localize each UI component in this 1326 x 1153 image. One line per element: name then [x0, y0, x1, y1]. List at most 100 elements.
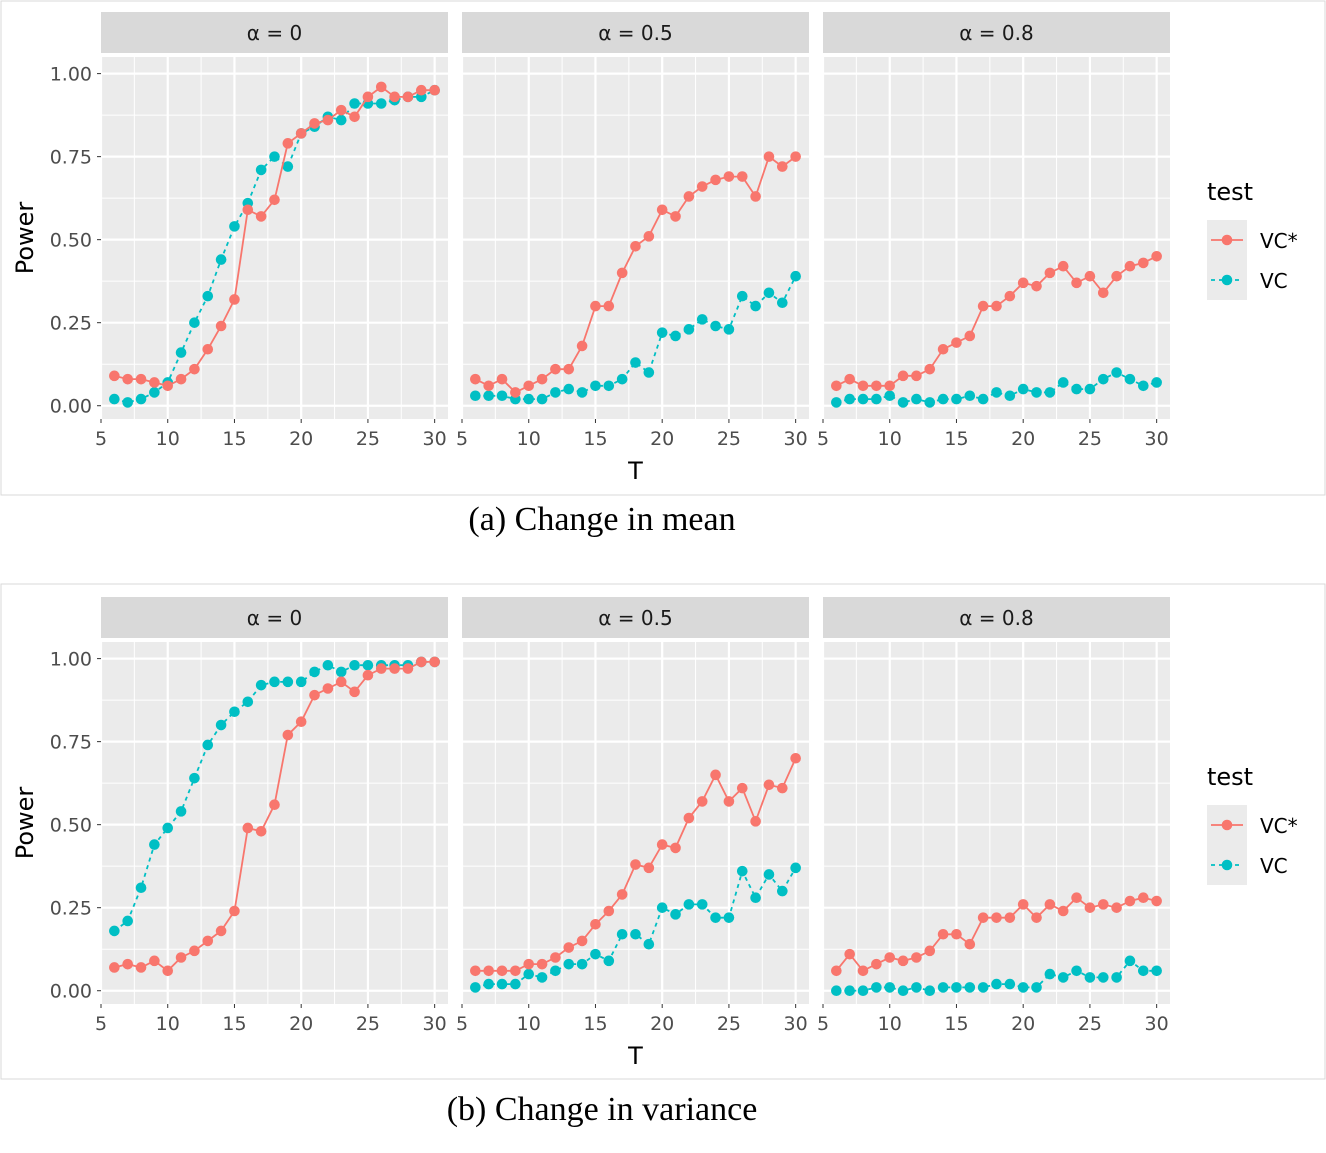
data-point	[723, 324, 735, 335]
data-point	[335, 114, 347, 126]
data-point	[683, 899, 695, 910]
facet-panel: α = 0.5 5 10 15 20 25 30	[456, 12, 809, 450]
data-point	[924, 397, 936, 408]
data-point	[630, 859, 641, 870]
x-tick-label: 15	[944, 428, 968, 450]
data-point	[242, 204, 254, 216]
data-point	[349, 98, 360, 109]
x-tick-label: 5	[817, 1013, 829, 1035]
data-point	[349, 686, 360, 698]
x-tick-label: 5	[817, 428, 829, 450]
data-point	[269, 151, 280, 162]
data-point	[242, 822, 254, 834]
data-point	[897, 370, 909, 382]
data-point	[696, 796, 708, 807]
data-point	[696, 899, 708, 910]
legend-key-point	[1221, 234, 1233, 246]
data-point	[229, 706, 240, 718]
legend-key-point	[1221, 274, 1233, 286]
data-point	[255, 211, 267, 222]
series-vc	[831, 367, 1162, 408]
data-point	[322, 659, 334, 671]
plot-panel	[823, 642, 1170, 1004]
facet-panel: α = 0.8 5 10 15 20 25 30	[817, 12, 1170, 450]
data-point	[1084, 902, 1096, 913]
data-point	[215, 925, 227, 937]
data-point	[269, 676, 280, 688]
data-point	[964, 330, 976, 342]
data-point	[563, 363, 575, 375]
data-point	[135, 962, 147, 973]
data-point	[991, 300, 1002, 312]
x-tick-label: 5	[456, 1013, 468, 1035]
data-point	[1004, 390, 1016, 402]
plot-panel	[101, 57, 448, 419]
y-tick-label: 0.75	[50, 147, 92, 169]
data-point	[884, 390, 896, 402]
data-point	[777, 297, 788, 309]
facet-panel: α = 0.5 5 10 15 20 25 30	[456, 597, 809, 1035]
data-point	[844, 948, 855, 960]
data-point	[590, 948, 601, 960]
data-point	[402, 91, 414, 103]
data-point	[149, 955, 160, 967]
x-tick-label: 20	[1011, 428, 1035, 450]
series-vc	[470, 270, 801, 405]
y-axis-title: Power	[11, 787, 39, 860]
data-point	[109, 962, 120, 973]
facet-strip	[101, 597, 448, 638]
data-point	[1017, 899, 1029, 910]
data-point	[335, 666, 347, 678]
legend-key-point	[1221, 859, 1233, 871]
legend-label: VC	[1260, 854, 1288, 878]
data-point	[576, 935, 588, 947]
series-vc	[831, 955, 1162, 997]
data-point	[309, 689, 320, 701]
data-point	[884, 380, 896, 392]
y-tick-label: 0.50	[50, 815, 92, 837]
data-point	[550, 387, 561, 398]
data-point	[603, 300, 615, 312]
data-point	[1151, 965, 1162, 977]
data-point	[175, 806, 187, 817]
data-point	[1071, 383, 1082, 395]
data-point	[977, 912, 989, 923]
data-point	[429, 656, 440, 668]
data-point	[937, 928, 949, 940]
figure-caption: (a) Change in mean	[468, 501, 735, 538]
data-point	[510, 965, 521, 977]
legend-key-point	[1221, 819, 1233, 831]
data-point	[871, 958, 882, 970]
data-point	[1151, 895, 1162, 907]
legend-label: VC	[1260, 269, 1288, 293]
data-point	[496, 965, 508, 977]
data-point	[750, 816, 761, 827]
series-vc-star	[831, 892, 1162, 977]
x-tick-label: 30	[784, 428, 808, 450]
data-point	[295, 676, 307, 688]
series-vc	[109, 656, 440, 937]
data-point	[911, 393, 922, 405]
data-point	[1057, 377, 1069, 388]
facet-panel: α = 0 5 10 15 20 25 30	[95, 597, 448, 1035]
data-point	[402, 663, 414, 674]
data-point	[670, 211, 681, 222]
data-point	[831, 965, 842, 977]
data-point	[710, 320, 721, 332]
data-point	[750, 300, 761, 312]
data-point	[202, 935, 214, 947]
data-point	[831, 380, 842, 392]
data-point	[763, 287, 775, 299]
data-point	[1097, 972, 1109, 983]
data-point	[777, 885, 788, 897]
data-point	[1151, 377, 1162, 388]
legend-item: VC	[1207, 845, 1288, 885]
data-point	[255, 679, 267, 691]
figure-caption: (b) Change in variance	[447, 1091, 758, 1128]
data-point	[616, 373, 628, 385]
chart-change-in-variance: α = 05 10 15 20 25 30α = 0.55 10 15 20 25 30α = 0.…	[0, 583, 1326, 1128]
x-tick-label: 10	[156, 1013, 180, 1035]
data-point	[603, 955, 615, 967]
data-point	[470, 390, 481, 402]
x-tick-label: 20	[650, 428, 674, 450]
